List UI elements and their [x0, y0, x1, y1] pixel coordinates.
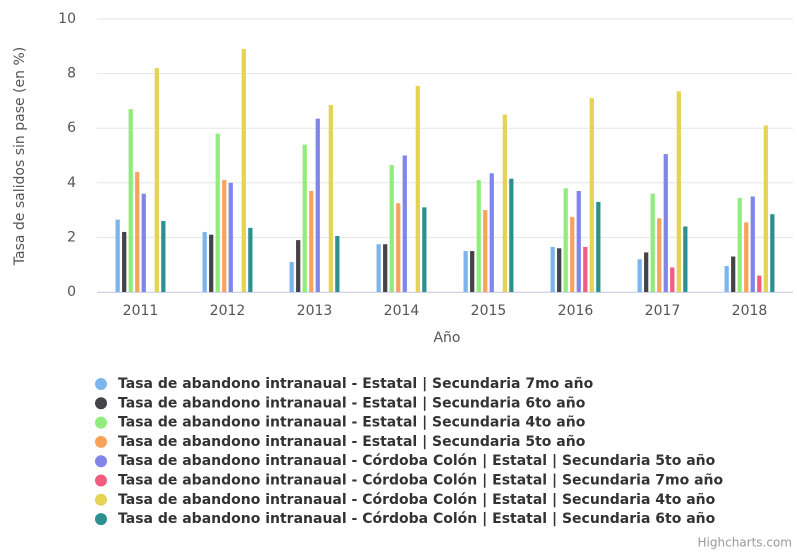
bar: [122, 231, 127, 292]
bar: [215, 133, 220, 292]
bar: [509, 178, 514, 292]
x-tick-label: 2018: [732, 303, 768, 319]
bar: [141, 193, 146, 292]
credits: Highcharts.com: [698, 536, 792, 550]
bar: [663, 154, 668, 292]
bar: [202, 231, 207, 292]
y-tick-label: 4: [67, 175, 76, 191]
bar: [115, 219, 120, 292]
bar: [161, 221, 166, 292]
bar: [335, 236, 340, 292]
bar: [209, 234, 214, 292]
bar: [637, 259, 642, 292]
x-tick-label: 2017: [645, 303, 681, 319]
legend-label: Tasa de abandono intranaual - Estatal | …: [118, 395, 586, 411]
bar: [570, 216, 575, 292]
legend-label: Tasa de abandono intranaual - Estatal | …: [118, 415, 586, 431]
bar: [376, 244, 381, 292]
bar: [328, 104, 333, 293]
bar: [315, 118, 320, 293]
y-tick-label: 2: [67, 229, 76, 245]
bar: [724, 266, 729, 292]
legend-label: Tasa de abandono intranaual - Córdoba Co…: [118, 453, 716, 469]
legend: Tasa de abandono intranaual - Estatal | …: [95, 376, 724, 527]
bar: [470, 251, 475, 292]
legend-label: Tasa de abandono intranaual - Córdoba Co…: [118, 511, 716, 527]
bar: [676, 91, 681, 292]
bar: [770, 214, 775, 292]
x-tick-label: 2014: [384, 303, 420, 319]
legend-marker: [95, 513, 107, 526]
bar: [309, 190, 314, 292]
bar: [644, 252, 649, 292]
y-tick-label: 0: [67, 284, 76, 300]
legend-label: Tasa de abandono intranaual - Estatal | …: [118, 376, 594, 392]
y-tick-label: 6: [67, 120, 76, 136]
bar: [135, 171, 140, 292]
legend-label: Tasa de abandono intranaual - Córdoba Co…: [118, 473, 724, 489]
bar: [463, 251, 468, 292]
y-tick-label: 10: [58, 11, 76, 27]
bar: [289, 261, 294, 292]
bar: [241, 49, 246, 292]
legend-marker: [95, 397, 107, 410]
legend-marker: [95, 416, 107, 429]
legend-marker: [95, 435, 107, 448]
bar: [670, 267, 675, 292]
bar: [222, 180, 227, 292]
x-tick-label: 2013: [297, 303, 333, 319]
x-axis-title: Año: [433, 330, 460, 346]
bar: [489, 173, 494, 292]
bar: [563, 188, 568, 292]
bar: [589, 98, 594, 292]
bar: [757, 275, 762, 292]
bar: [550, 246, 555, 292]
bar: [483, 210, 488, 292]
bar: [737, 197, 742, 292]
legend-marker: [95, 378, 107, 390]
bar: [683, 226, 688, 292]
y-tick-label: 8: [67, 66, 76, 82]
bar: [476, 180, 481, 292]
bar: [596, 201, 601, 292]
bar: [576, 190, 581, 292]
x-tick-label: 2012: [210, 303, 246, 319]
x-tick-label: 2011: [123, 303, 159, 319]
legend-label: Tasa de abandono intranaual - Estatal | …: [118, 434, 586, 450]
legend-marker: [95, 474, 107, 487]
bar: [248, 227, 253, 292]
bar: [650, 193, 655, 292]
bar: [657, 218, 662, 292]
bar: [557, 248, 562, 292]
legend-marker: [95, 455, 107, 468]
bar: [583, 246, 588, 292]
bar: [731, 256, 736, 292]
bar: [154, 68, 159, 292]
bar: [502, 114, 507, 292]
bar: [422, 207, 427, 292]
x-tick-label: 2015: [471, 303, 507, 319]
bar: [402, 155, 407, 292]
bar: [396, 203, 401, 292]
legend-label: Tasa de abandono intranaual - Córdoba Co…: [118, 492, 716, 508]
bar: [744, 222, 749, 292]
bar: [228, 182, 233, 292]
bar: [415, 85, 420, 292]
legend-marker: [95, 493, 107, 506]
bar: [128, 109, 133, 292]
bar: [763, 125, 768, 292]
bar: [389, 165, 394, 292]
bar: [296, 240, 301, 292]
bar: [383, 244, 388, 292]
x-tick-label: 2016: [558, 303, 594, 319]
y-axis-title: Tasa de salidos sin pase (en %): [12, 47, 28, 266]
bar: [750, 196, 755, 292]
bar: [302, 144, 307, 292]
